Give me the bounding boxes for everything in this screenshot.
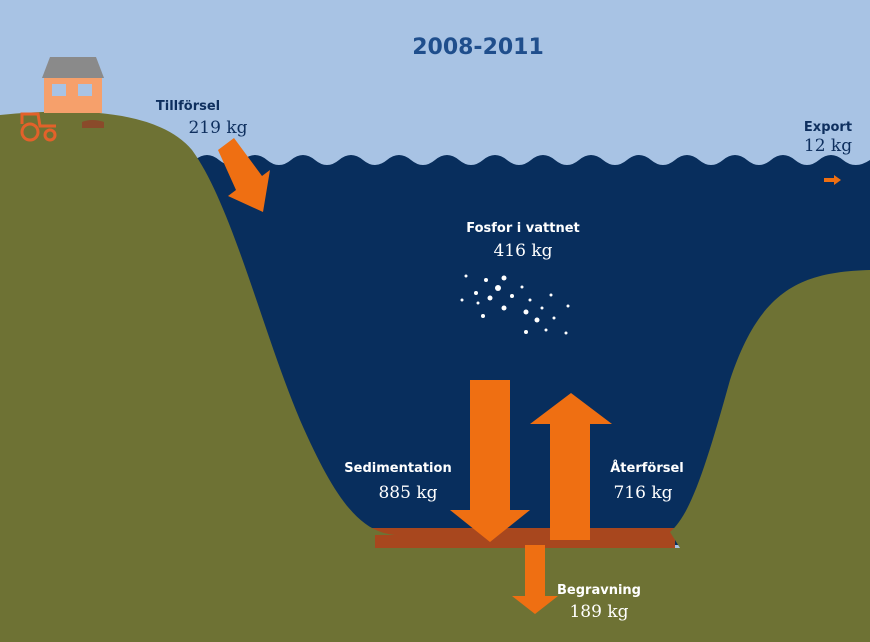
flow-amount: 716 kg [613,483,672,503]
water [195,155,870,545]
sediment [370,528,675,550]
flow-label: Begravning [557,583,641,598]
export-arrow [824,175,841,185]
flow-label: Fosfor i vattnet [466,221,580,236]
flow-amount: 416 kg [493,241,552,261]
flow-label: Återförsel [610,460,684,476]
arrows [218,138,841,614]
flow-label: Tillförsel [156,99,220,114]
sedimentation-arrow [450,380,530,542]
particles [460,274,570,335]
pig [82,120,104,128]
ground [0,111,870,642]
return-arrow [530,393,612,540]
flow-amount: 885 kg [378,483,437,503]
house [42,57,104,113]
inflow-arrow [218,138,270,212]
flow-label: Export [804,120,852,135]
flow-amount: 219 kg [188,118,247,138]
title: 2008-2011 [412,35,544,60]
flow-amount: 189 kg [569,602,628,622]
tractor [20,112,57,142]
flow-label: Sedimentation [344,461,451,476]
burial-arrow [512,545,558,614]
flow-amount: 12 kg [804,136,852,156]
